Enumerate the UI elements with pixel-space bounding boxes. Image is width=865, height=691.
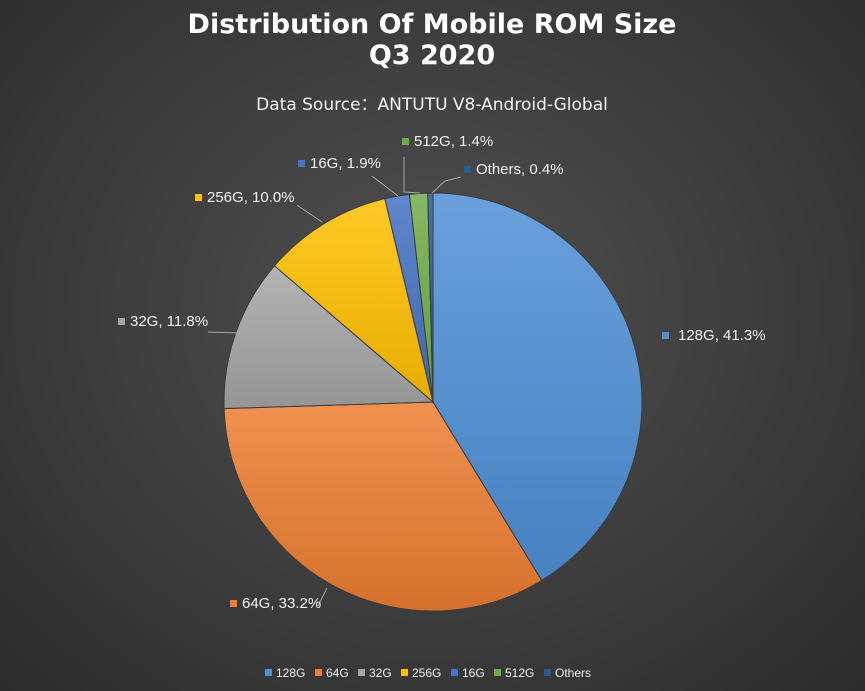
legend-swatch-others — [544, 669, 551, 676]
legend-swatch-32g — [358, 669, 365, 676]
data-label-swatch-16g — [298, 160, 305, 167]
legend-swatch-16g — [451, 669, 458, 676]
leader-lines — [207, 157, 462, 607]
data-label-64g: 64G, 33.2% — [242, 595, 321, 612]
data-label-swatch-512g — [402, 138, 409, 145]
leader-line-others — [431, 176, 462, 194]
data-label-512g: 512G, 1.4% — [414, 133, 493, 150]
legend-label-64g: 64G — [326, 666, 349, 680]
data-label-16g: 16G, 1.9% — [310, 155, 381, 172]
data-label-256g: 256G, 10.0% — [207, 189, 295, 206]
chart-title-line1: Distribution Of Mobile ROM Size — [188, 9, 677, 40]
data-label-swatch-32g — [118, 318, 125, 325]
legend-label-16g: 16G — [462, 666, 485, 680]
data-label-128g: 128G, 41.3% — [678, 327, 766, 344]
legend: 128G 64G 32G 256G 16G 512G Others — [265, 666, 591, 680]
data-label-others: Others, 0.4% — [476, 161, 564, 178]
data-label-swatch-64g — [230, 600, 237, 607]
legend-label-32g: 32G — [369, 666, 392, 680]
data-labels: 128G, 41.3% 64G, 33.2% 32G, 11.8% 256G, 10.… — [118, 133, 766, 612]
data-label-32g: 32G, 11.8% — [130, 313, 208, 330]
legend-swatch-64g — [315, 669, 322, 676]
legend-label-others: Others — [555, 666, 591, 680]
leader-line-256g — [296, 204, 323, 223]
pie-slice-64g — [223, 401, 543, 612]
pie-slice-128g — [432, 192, 643, 582]
legend-label-512g: 512G — [505, 666, 534, 680]
legend-swatch-256g — [401, 669, 408, 676]
leader-line-16g — [371, 175, 399, 197]
pie-slices — [223, 192, 643, 612]
chart-subtitle: Data Source：ANTUTU V8-Android-Global — [256, 95, 608, 115]
data-label-swatch-256g — [195, 194, 202, 201]
leader-line-64g — [317, 587, 328, 607]
leader-line-32g — [207, 331, 239, 334]
legend-label-256g: 256G — [412, 666, 441, 680]
pie-slice-256g — [273, 198, 434, 404]
chart-title-line2: Q3 2020 — [369, 40, 495, 71]
data-label-swatch-others — [464, 166, 471, 173]
legend-swatch-512g — [494, 669, 501, 676]
data-label-swatch-128g — [662, 332, 669, 339]
legend-swatch-128g — [265, 669, 272, 676]
legend-label-128g: 128G — [276, 666, 305, 680]
pie-slice-others — [427, 192, 434, 403]
leader-line-512g — [403, 157, 421, 194]
